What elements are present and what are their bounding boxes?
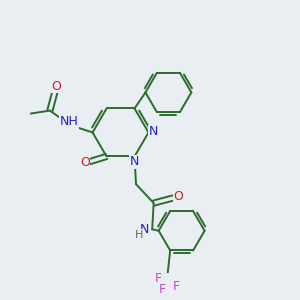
Text: H: H [135, 230, 143, 240]
Text: F: F [155, 272, 162, 285]
Text: O: O [51, 80, 61, 93]
Text: F: F [159, 283, 166, 296]
Text: N: N [148, 125, 158, 138]
Text: NH: NH [60, 115, 78, 128]
Text: N: N [130, 155, 139, 168]
Text: O: O [80, 156, 90, 169]
Text: N: N [140, 223, 149, 236]
Text: O: O [173, 190, 183, 203]
Text: F: F [173, 280, 180, 293]
